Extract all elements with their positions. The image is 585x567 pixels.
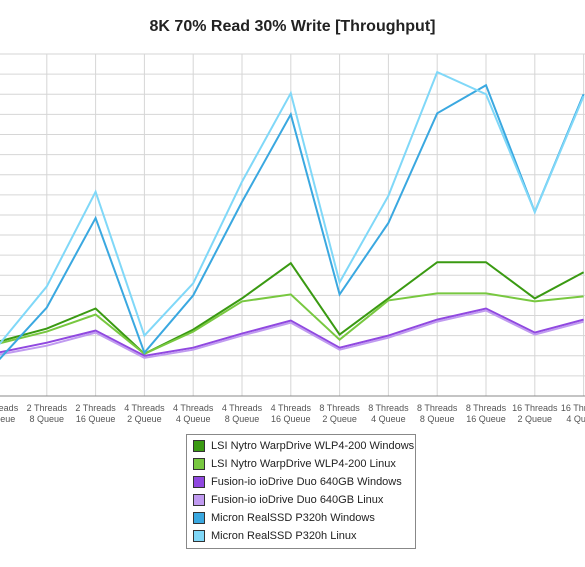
x-tick-label: 2 Threads 16 Queue bbox=[75, 403, 116, 424]
series-line-5 bbox=[0, 83, 585, 361]
legend-swatch bbox=[193, 494, 205, 506]
x-tick-label: 8 Threads 16 Queue bbox=[466, 403, 507, 424]
x-tick-label: 4 Threads 16 Queue bbox=[271, 403, 312, 424]
legend-item: Fusion-io ioDrive Duo 640GB Windows bbox=[193, 473, 409, 491]
x-tick-label: 4 Threads 2 Queue bbox=[124, 403, 165, 424]
legend-label: LSI Nytro WarpDrive WLP4-200 Linux bbox=[211, 458, 396, 470]
x-tick-label: 4 Threads 4 Queue bbox=[173, 403, 214, 424]
series-line-4 bbox=[0, 309, 584, 359]
legend-item: Fusion-io ioDrive Duo 640GB Linux bbox=[193, 491, 409, 509]
legend-swatch bbox=[193, 476, 205, 488]
legend-item: Micron RealSSD P320h Windows bbox=[193, 509, 409, 527]
legend-swatch bbox=[193, 530, 205, 542]
legend-item: Micron RealSSD P320h Linux bbox=[193, 527, 409, 545]
series-line-6 bbox=[0, 70, 585, 345]
chart-title: 8K 70% Read 30% Write [Throughput] bbox=[149, 18, 436, 35]
legend-label: LSI Nytro WarpDrive WLP4-200 Windows bbox=[211, 440, 415, 452]
chart-legend: LSI Nytro WarpDrive WLP4-200 Windows LSI … bbox=[186, 434, 416, 549]
series-line-1 bbox=[0, 261, 585, 356]
legend-swatch bbox=[193, 458, 205, 470]
x-tick-label: 2 Threads 8 Queue bbox=[27, 403, 68, 424]
legend-item: LSI Nytro WarpDrive WLP4-200 Windows bbox=[193, 437, 414, 455]
x-tick-label: 8 Threads 2 Queue bbox=[319, 403, 360, 424]
legend-swatch bbox=[193, 512, 205, 524]
x-tick-label: 8 Threads 4 Queue bbox=[368, 403, 409, 424]
series-line-2 bbox=[0, 292, 584, 355]
legend-swatch bbox=[193, 440, 205, 452]
legend-label: Fusion-io ioDrive Duo 640GB Linux bbox=[211, 494, 384, 506]
legend-label: Micron RealSSD P320h Windows bbox=[211, 512, 375, 524]
series-line-3 bbox=[0, 307, 584, 357]
legend-label: Fusion-io ioDrive Duo 640GB Windows bbox=[211, 476, 402, 488]
x-tick-label: 8 Threads 8 Queue bbox=[417, 403, 458, 424]
legend-item: LSI Nytro WarpDrive WLP4-200 Linux bbox=[193, 455, 409, 473]
x-tick-label: 16 Threads 2 Queue bbox=[512, 403, 558, 424]
x-tick-label: 4 Threads 8 Queue bbox=[222, 403, 263, 424]
legend-label: Micron RealSSD P320h Linux bbox=[211, 530, 357, 542]
